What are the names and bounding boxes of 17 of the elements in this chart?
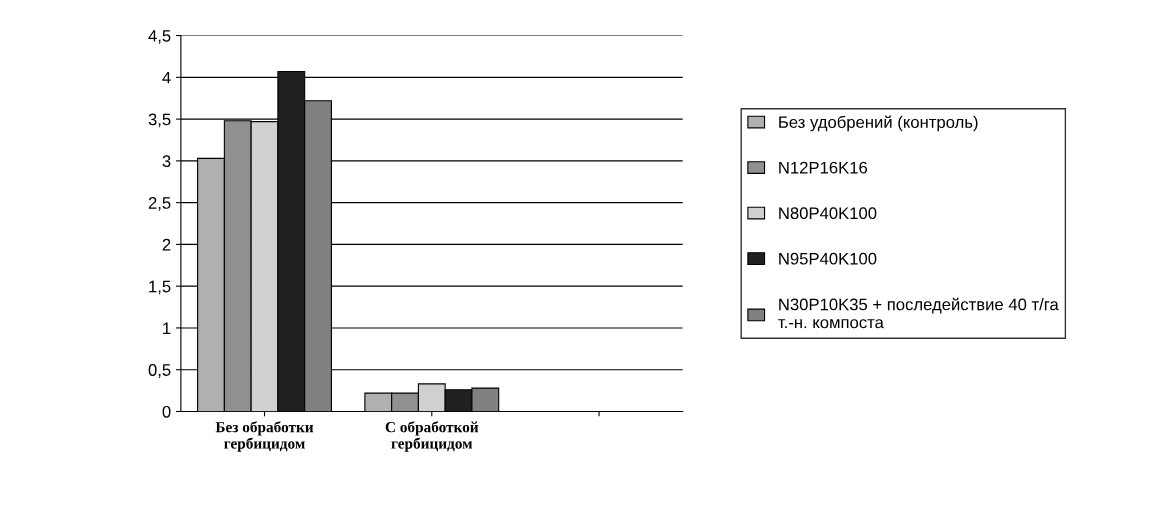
legend-label: N95P40K100 — [779, 252, 877, 265]
legend-label: Без удобрений (контроль) — [779, 115, 978, 132]
x-tick-label: С обработкой гербицидом — [385, 421, 479, 452]
y-tick-label: 3 — [162, 155, 171, 168]
legend-label: N30P10K35 + последействие 40 т/га т.-н. компоста — [778, 297, 1059, 329]
y-tick-label: 1 — [163, 322, 171, 334]
legend-label: N80P40K100 — [779, 207, 877, 220]
y-tick-label: 3,5 — [148, 113, 171, 128]
legend-label: N12P16K16 — [779, 161, 868, 174]
y-tick-label: 2 — [162, 238, 171, 251]
y-tick-label: 2,5 — [148, 197, 171, 211]
y-tick-label: 4 — [162, 71, 171, 84]
y-tick-label: 0 — [162, 405, 171, 418]
y-tick-label: 1,5 — [149, 280, 171, 295]
y-tick-label: 4,5 — [148, 30, 171, 44]
x-tick-label: Без обработки гербицидом — [215, 421, 314, 452]
y-tick-label: 0,5 — [148, 364, 171, 378]
